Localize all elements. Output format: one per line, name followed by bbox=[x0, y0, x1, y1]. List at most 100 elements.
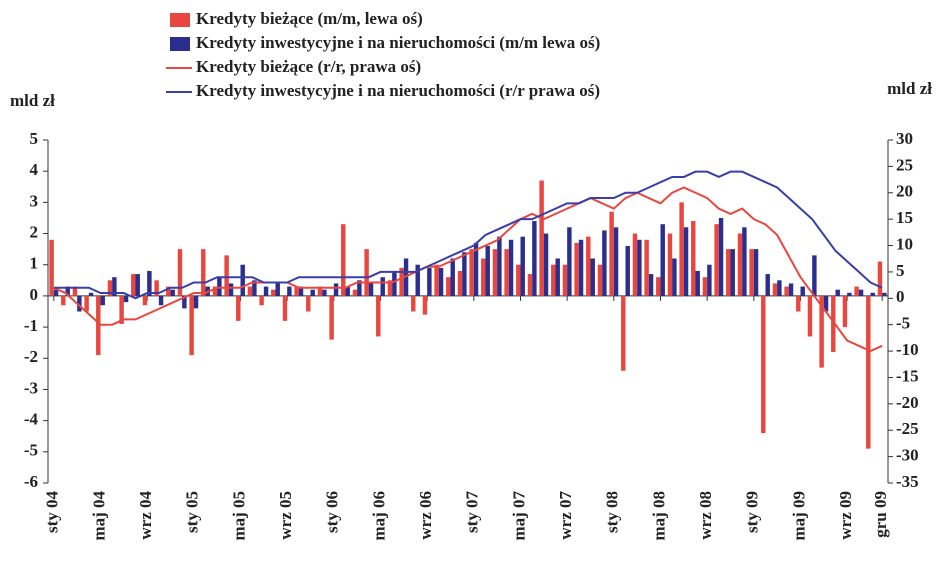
bar bbox=[847, 292, 852, 296]
bar bbox=[411, 295, 416, 312]
bar bbox=[84, 295, 89, 312]
bar bbox=[683, 227, 689, 296]
bar bbox=[357, 280, 362, 296]
x-tick-label: maj 06 bbox=[369, 491, 388, 541]
bar bbox=[294, 286, 299, 296]
bar bbox=[457, 270, 463, 296]
bar bbox=[317, 286, 323, 296]
y2-tick-label: -5 bbox=[896, 314, 910, 333]
bar bbox=[597, 264, 603, 296]
y-tick-label: -5 bbox=[24, 441, 38, 460]
y2-tick-label: 30 bbox=[896, 129, 913, 148]
bar bbox=[578, 239, 584, 296]
bar bbox=[201, 249, 206, 296]
bar bbox=[842, 295, 848, 328]
bar bbox=[282, 295, 288, 321]
x-tick-label: maj 09 bbox=[789, 491, 808, 541]
bar bbox=[726, 249, 731, 296]
bar bbox=[660, 224, 665, 296]
bar bbox=[508, 239, 514, 296]
bar bbox=[672, 258, 677, 296]
bar bbox=[77, 295, 82, 312]
x-tick-label: sty 09 bbox=[743, 491, 762, 533]
bar bbox=[182, 295, 187, 309]
bar bbox=[586, 236, 591, 296]
bar bbox=[800, 286, 805, 296]
legend-label: Kredyty inwestycyjne i na nieruchomości … bbox=[196, 81, 600, 100]
bar bbox=[625, 246, 630, 296]
bar bbox=[520, 236, 525, 296]
bar bbox=[53, 289, 59, 296]
bar bbox=[96, 295, 101, 356]
x-tick-label: wrz 05 bbox=[276, 491, 295, 540]
y-tick-label: -1 bbox=[24, 316, 38, 335]
bar bbox=[298, 286, 304, 296]
y2-tick-label: -25 bbox=[896, 419, 919, 438]
bar bbox=[835, 289, 840, 296]
bar bbox=[877, 261, 883, 296]
bar bbox=[259, 295, 264, 306]
bar bbox=[567, 227, 572, 296]
bar bbox=[543, 233, 549, 296]
bar bbox=[49, 239, 54, 296]
bar bbox=[154, 280, 159, 296]
bar bbox=[217, 277, 222, 296]
bar bbox=[761, 295, 766, 434]
y-tick-label: 4 bbox=[30, 160, 39, 179]
bar bbox=[637, 239, 642, 296]
bar bbox=[590, 258, 595, 296]
y2-tick-label: 10 bbox=[896, 234, 913, 253]
bar bbox=[691, 221, 696, 296]
bar bbox=[170, 289, 175, 296]
bar bbox=[562, 264, 568, 296]
bar bbox=[644, 239, 649, 296]
bar bbox=[236, 295, 241, 321]
x-tick-label: wrz 08 bbox=[696, 491, 715, 540]
bar bbox=[100, 295, 105, 306]
legend-label: Kredyty bieżące (m/m, lewa oś) bbox=[196, 9, 423, 28]
bar bbox=[252, 280, 257, 296]
bar bbox=[539, 180, 544, 296]
bar bbox=[287, 286, 292, 296]
bar bbox=[147, 270, 152, 296]
bar bbox=[788, 283, 794, 296]
x-tick-label: maj 07 bbox=[509, 491, 528, 541]
bar bbox=[819, 295, 824, 368]
bar bbox=[212, 286, 218, 296]
y2-tick-label: -30 bbox=[896, 446, 919, 465]
bar bbox=[306, 295, 311, 312]
bar bbox=[679, 202, 684, 296]
y2-tick-label: -10 bbox=[896, 340, 919, 359]
y2-tick-label: 5 bbox=[896, 261, 905, 280]
y2-tick-label: -15 bbox=[896, 366, 919, 385]
x-tick-label: sty 05 bbox=[183, 491, 202, 533]
bar bbox=[613, 227, 619, 296]
x-tick-label: gru 09 bbox=[871, 491, 890, 538]
bar bbox=[702, 277, 708, 296]
bar bbox=[271, 289, 276, 296]
bar bbox=[648, 274, 654, 296]
y-axis-label: mld zł bbox=[10, 91, 55, 110]
bar bbox=[322, 289, 327, 296]
y-tick-label: 5 bbox=[30, 129, 39, 148]
bar bbox=[434, 264, 439, 296]
bar bbox=[714, 224, 719, 296]
bar bbox=[609, 211, 614, 296]
y2-tick-label: 0 bbox=[896, 287, 905, 306]
bar bbox=[450, 258, 455, 296]
bar bbox=[823, 295, 829, 312]
bar bbox=[72, 286, 78, 296]
bar bbox=[492, 249, 498, 296]
bar bbox=[481, 258, 486, 296]
bar bbox=[65, 286, 70, 296]
bar bbox=[193, 295, 199, 309]
bar bbox=[333, 283, 339, 296]
bar bbox=[158, 295, 164, 306]
legend-label: Kredyty bieżące (r/r, prawa oś) bbox=[196, 57, 421, 76]
bar bbox=[527, 274, 533, 296]
x-tick-label: maj 08 bbox=[649, 491, 668, 541]
y2-axis-label: mld zł bbox=[887, 79, 932, 98]
bar bbox=[345, 286, 350, 296]
bar bbox=[551, 264, 556, 296]
